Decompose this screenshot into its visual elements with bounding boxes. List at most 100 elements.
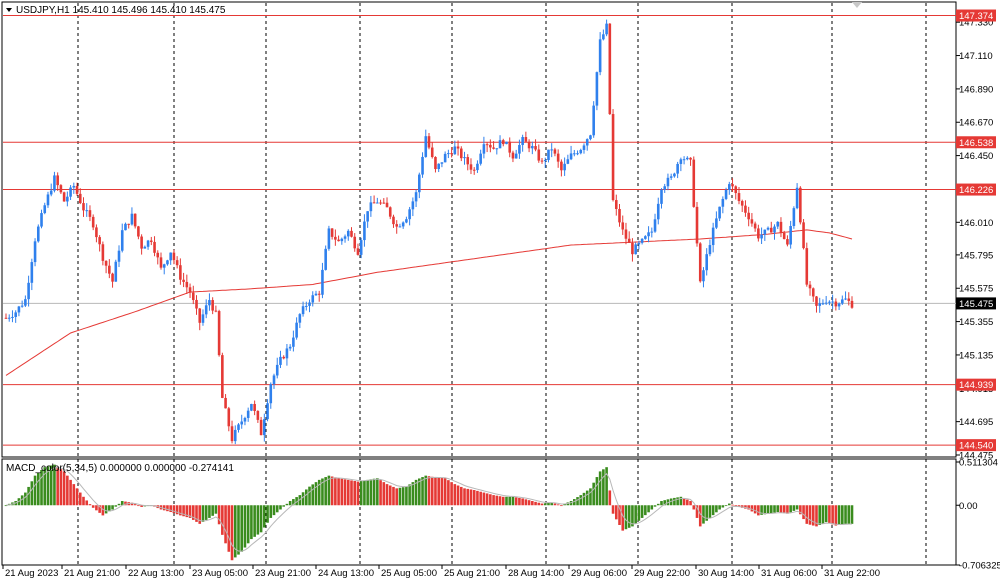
macd-bar xyxy=(725,505,728,506)
candle-body xyxy=(221,355,224,398)
time-axis: 21 Aug 2023 21 Aug 21:00 22 Aug 13:00 23 Au… xyxy=(3,565,880,579)
macd-bar xyxy=(441,478,444,505)
candle-body xyxy=(589,135,592,139)
macd-bar xyxy=(424,476,427,506)
macd-bar xyxy=(644,505,647,515)
macd-bar xyxy=(434,477,437,505)
candle-body xyxy=(618,209,621,222)
price-pane[interactable] xyxy=(2,2,956,457)
candle-body xyxy=(638,243,641,245)
candle-body xyxy=(576,153,579,154)
macd-bar xyxy=(528,500,531,505)
candle-body xyxy=(738,193,741,201)
macd-bar xyxy=(660,501,663,505)
candle-body xyxy=(547,150,550,160)
macd-bar xyxy=(586,491,589,506)
macd-tick-label-1: 0.00 xyxy=(959,501,978,512)
macd-bar xyxy=(796,505,799,509)
macd-bar xyxy=(634,505,637,523)
candle-body xyxy=(363,222,366,241)
candle-body xyxy=(111,274,114,282)
macd-bar xyxy=(525,499,528,505)
macd-bar xyxy=(621,505,624,530)
candle-body xyxy=(182,280,185,282)
macd-bar xyxy=(244,505,247,547)
candle-body xyxy=(228,408,231,426)
candle-body xyxy=(328,228,331,248)
candle-body xyxy=(321,270,324,295)
candle-body xyxy=(108,266,111,274)
macd-bar xyxy=(344,479,347,505)
candle-body xyxy=(198,309,201,323)
y-tick-label-2: 146.890 xyxy=(959,84,993,95)
candle-body xyxy=(205,305,208,314)
candle-body xyxy=(534,146,537,149)
candle-body xyxy=(641,239,644,243)
candle-body xyxy=(444,154,447,162)
macd-bar xyxy=(215,505,218,513)
candle-body xyxy=(153,242,156,253)
y-tick-label-7: 145.575 xyxy=(959,284,993,295)
macd-bar xyxy=(576,497,579,505)
macd-bar xyxy=(754,505,757,513)
candle-body xyxy=(454,146,457,154)
macd-bar xyxy=(466,489,469,505)
macd-bar xyxy=(560,505,563,506)
candle-body xyxy=(612,114,615,200)
macd-bar xyxy=(751,505,754,511)
candle-body xyxy=(818,303,821,306)
macd-bar xyxy=(240,505,243,552)
macd-bar xyxy=(315,482,318,505)
candle-body xyxy=(273,375,276,384)
x-tick-label-8: 28 Aug 14:00 xyxy=(508,568,564,579)
candle-body xyxy=(389,207,392,216)
candle-body xyxy=(686,158,689,159)
candle-body xyxy=(441,162,444,163)
candle-body xyxy=(263,419,266,435)
candle-body xyxy=(460,149,463,159)
candle-body xyxy=(499,140,502,148)
candle-body xyxy=(567,159,570,164)
macd-bar xyxy=(831,505,834,524)
macd-bar xyxy=(311,484,314,505)
candle-body xyxy=(5,318,8,319)
macd-bar xyxy=(499,496,502,505)
candle-body xyxy=(131,214,134,225)
y-tick-label-5: 146.010 xyxy=(959,218,993,229)
candle-body xyxy=(189,287,192,292)
macd-bar xyxy=(308,487,311,506)
x-tick-label-7: 25 Aug 21:00 xyxy=(444,568,500,579)
candle-body xyxy=(828,302,831,303)
candle-body xyxy=(89,210,92,217)
candle-body xyxy=(531,146,534,148)
y-tick-label-8: 145.355 xyxy=(959,317,993,328)
candle-body xyxy=(457,146,460,148)
candle-body xyxy=(408,209,411,219)
macd-bar xyxy=(302,492,305,505)
x-tick-label-4: 23 Aug 21:00 xyxy=(255,568,311,579)
macd-bar xyxy=(211,505,214,516)
x-tick-label-10: 29 Aug 22:00 xyxy=(634,568,690,579)
candle-body xyxy=(525,137,528,142)
candle-body xyxy=(324,249,327,270)
candle-body xyxy=(780,222,783,233)
macd-header: MACD_color(5,34,5) 0.000000 0.000000 -0.… xyxy=(6,463,234,474)
macd-bar xyxy=(40,470,43,505)
candle-body xyxy=(692,160,695,207)
macd-bar xyxy=(92,505,95,508)
candle-body xyxy=(357,248,360,255)
macd-axis: 0.5113040.00-0.706325 xyxy=(956,458,1000,572)
candle-body xyxy=(208,300,211,305)
candle-body xyxy=(670,176,673,177)
macd-bar xyxy=(166,505,169,511)
candle-body xyxy=(156,253,159,258)
macd-bar xyxy=(615,505,618,519)
current-price-label: 145.475 xyxy=(959,299,993,310)
candle-body xyxy=(169,253,172,261)
x-tick-label-0: 21 Aug 2023 xyxy=(5,568,58,579)
candle-body xyxy=(347,231,350,237)
candle-body xyxy=(144,247,147,249)
macd-bar xyxy=(202,505,205,522)
macd-bar xyxy=(289,501,292,505)
